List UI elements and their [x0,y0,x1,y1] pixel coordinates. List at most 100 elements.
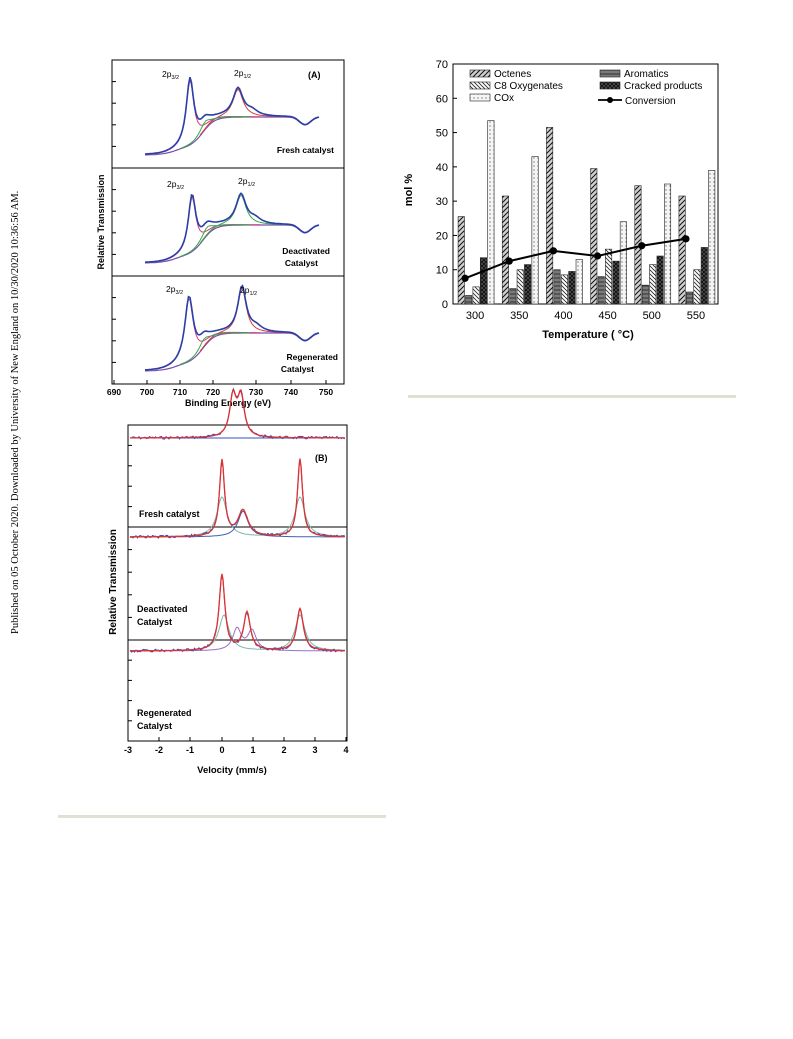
peak-label-regen-32: 2p3/2 [166,284,183,296]
b-xtick: 0 [219,745,224,755]
caption-b-fresh: Fresh catalyst [139,509,200,519]
chart-xtick-labels: 300 350 400 450 500 550 [466,310,705,322]
bar-cox [487,120,495,305]
chart-plot-frame [452,63,719,305]
panel-b-xlabel: Velocity (mm/s) [197,765,267,776]
panel-a-xtick-labels: 690 700 710 720 730 740 750 [107,387,333,397]
bar-octenes [501,195,509,305]
chart-bars [457,120,716,305]
a-xtick: 700 [140,387,154,397]
bar-cox [708,169,716,305]
chart-ytick-label: 20 [436,230,448,242]
chart-ytick-label: 70 [436,59,448,71]
conversion-point [461,274,469,282]
panel-a-ylabel: Relative Transmission [96,174,106,269]
bar-aromatics [553,269,561,305]
chart-xtick-label: 300 [466,310,484,322]
chart-ylabel: mol % [403,174,415,207]
bar-octenes [678,195,686,305]
b-xtick: 1 [250,745,255,755]
bar-cox [531,156,539,305]
xps-component-32 [149,298,260,371]
bar-c8-oxygenates [649,264,657,305]
chart-ytick-label: 30 [436,196,448,208]
panel-a-label: (A) [308,70,321,80]
chart-xtick-label: 400 [554,310,572,322]
caption-b-regen-1: Regenerated [137,708,192,718]
bar-cracked-products [479,257,487,305]
panel-a-tick-marks [112,81,327,384]
chart-ytick-label: 10 [436,265,448,277]
bar-octenes [457,216,465,305]
panel-a-spectra [144,76,320,372]
bar-aromatics [597,276,605,305]
xps-satellite [179,116,250,150]
caption-a-regen-1: Regenerated [287,352,339,362]
bar-octenes [590,168,598,305]
legend-label: Cracked products [624,81,702,92]
bar-aromatics [465,295,473,305]
chart-axes [452,63,719,305]
bar-aromatics [686,291,694,305]
panel-b-frame [127,424,348,742]
a-xtick: 710 [173,387,187,397]
chart-ytick-label: 50 [436,128,448,140]
peak-label-deact-12: 2p1/2 [238,176,255,188]
a-xtick: 740 [284,387,298,397]
chart-legend: Octenes Aromatics C8 Oxygenates Cracked pro… [469,69,702,107]
panel-a-frame [111,59,345,385]
chart-ytick-label: 40 [436,162,448,174]
caption-a-deact-2: Catalyst [285,258,318,268]
peak-label-fresh-32: 2p3/2 [162,69,179,81]
bar-aromatics [509,288,517,305]
bar-octenes [546,127,554,305]
panel-a-xlabel: Binding Energy (eV) [185,398,271,408]
caption-a-regen-2: Catalyst [281,364,314,374]
a-xtick: 750 [319,387,333,397]
product-distribution-chart: 0 10 20 30 40 50 60 70 300 350 400 450 500 550 mol %… [403,59,719,341]
bar-cox [619,221,627,305]
mb-data-points [129,459,345,539]
bar-cracked-products [568,271,576,305]
bar-c8-oxygenates [605,248,613,305]
chart-xtick-label: 350 [510,310,528,322]
xps-envelope [145,284,320,371]
xps-satellite [179,224,251,258]
b-xtick: -2 [155,745,163,755]
panel-b-xtick-labels: -3 -2 -1 0 1 2 3 4 [124,745,349,755]
chart-xtick-label: 500 [643,310,661,322]
panel-b-ylabel: Relative Transmission [108,529,119,635]
legend-line-marker [607,97,613,103]
conversion-point [638,242,646,250]
mb-fit [130,458,345,538]
bar-c8-oxygenates [693,269,701,305]
chart-xtick-label: 550 [687,310,705,322]
chart-ytick-label: 60 [436,93,448,105]
panel-b-spectra [129,387,345,653]
bar-cracked-products [524,264,532,305]
legend-swatch [469,93,491,102]
b-xtick: 4 [343,745,348,755]
bar-aromatics [641,284,649,305]
bar-cracked-products [612,260,620,305]
a-xtick: 690 [107,387,121,397]
xps-envelope [144,192,320,263]
peak-label-regen-12: 2p1/2 [240,285,257,297]
legend-label: Aromatics [624,69,668,80]
bar-c8-oxygenates [560,274,568,305]
panel-a-peak-labels: 2p3/2 2p1/2 2p3/2 2p1/2 2p3/2 2p1/2 [162,68,257,297]
panel-a: (A) 2p3/2 2p1/2 2p3/2 2p1/2 2p3/2 2p1/2 … [96,59,345,408]
xps-envelope [144,76,320,155]
caption-a-deact-1: Deactivated [282,246,330,256]
caption-b-deact-2: Catalyst [137,617,172,627]
xps-component-12 [199,88,301,136]
panel-a-captions: Fresh catalyst Deactivated Catalyst Rege… [277,145,338,374]
a-xtick: 730 [249,387,263,397]
legend-label: COx [494,93,514,104]
a-xtick: 720 [206,387,220,397]
b-xtick: -3 [124,745,132,755]
xps-satellite [179,332,250,365]
legend-label: Conversion [625,96,676,107]
xps-component-12 [199,195,301,244]
